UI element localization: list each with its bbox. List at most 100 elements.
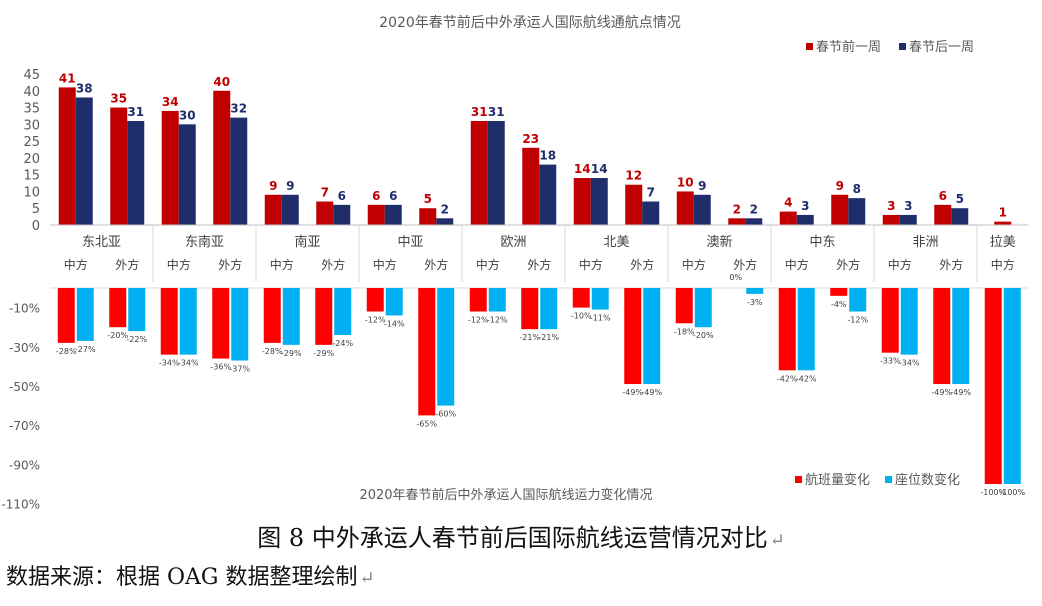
data-label: 9	[836, 179, 844, 193]
carrier-label: 中方	[991, 257, 1015, 272]
region-label: 东南亚	[185, 234, 224, 250]
source-text: 数据来源：根据 OAG 数据整理绘制	[6, 565, 358, 590]
bottom-chart: -10% -30% -50% -70% -90% -110% -28% -20% -34% -36…	[1, 273, 1029, 512]
data-label: -100%	[999, 488, 1025, 497]
region-label: 非洲	[912, 235, 938, 250]
data-label: 3	[801, 199, 809, 213]
bar	[590, 178, 608, 225]
chart-title: 2020年春节前后中外承运人国际航线运力变化情况	[359, 487, 652, 503]
bar	[231, 288, 249, 361]
legend-label: 航班量变化	[805, 472, 870, 488]
y-tick-label: 30	[23, 118, 40, 133]
data-label: -28%	[262, 347, 283, 356]
data-label: 1	[999, 206, 1007, 220]
carrier-label: 外方	[424, 257, 448, 272]
data-label: -12%	[487, 316, 508, 325]
bar	[694, 288, 712, 328]
bar	[282, 288, 300, 345]
y-tick-label: 15	[23, 169, 40, 184]
region-label: 北美	[603, 235, 629, 250]
bar	[933, 288, 951, 385]
legend-label: 春节前一周	[816, 39, 881, 55]
bar	[179, 288, 197, 355]
bar	[900, 288, 918, 355]
bar	[333, 204, 351, 225]
data-label: 6	[372, 189, 380, 203]
figure-caption: 图 8 中外承运人春节前后国际航线运营情况对比 ↵	[0, 518, 1042, 553]
carrier-label: 外方	[115, 257, 139, 272]
bar	[693, 194, 711, 225]
bar	[831, 194, 849, 225]
carrier-label: 中方	[167, 257, 191, 272]
caption-text: 图 8 中外承运人春节前后国际航线运营情况对比	[257, 524, 768, 552]
data-label: 5	[424, 192, 432, 206]
bar	[470, 120, 488, 225]
bar	[110, 107, 128, 225]
y-tick-label: -30%	[9, 341, 40, 355]
data-label: -49%	[641, 388, 662, 397]
data-label: 7	[647, 186, 655, 200]
region-label: 东北亚	[82, 235, 121, 250]
bar	[934, 204, 952, 225]
bar	[624, 288, 642, 385]
carrier-label: 中方	[270, 257, 294, 272]
data-label: -36%	[210, 363, 231, 372]
data-label: 4	[784, 196, 792, 210]
bar	[367, 204, 385, 225]
region-label: 拉美	[990, 235, 1016, 250]
carrier-label: 外方	[527, 257, 551, 272]
bar	[76, 288, 94, 341]
data-label: 2	[750, 202, 758, 216]
bar	[572, 288, 590, 308]
bar	[796, 214, 814, 225]
data-label: -12%	[365, 316, 386, 325]
bar	[315, 288, 333, 345]
data-label: 5	[956, 192, 964, 206]
data-label: -34%	[178, 359, 199, 368]
bar	[797, 288, 815, 371]
data-label: 34	[162, 95, 179, 109]
data-label: 0%	[729, 273, 742, 282]
carrier-label: 中方	[476, 257, 500, 272]
y-tick-label: 20	[23, 152, 40, 167]
data-label: 9	[698, 179, 706, 193]
bar	[625, 184, 643, 225]
data-label: -34%	[159, 359, 180, 368]
bar	[316, 201, 334, 225]
data-label: 32	[230, 102, 247, 116]
carrier-label: 中方	[64, 257, 88, 272]
data-label: 18	[539, 149, 556, 163]
bar	[128, 288, 146, 332]
chart-title: 2020年春节前后中外承运人国际航线通航点情况	[379, 14, 681, 31]
bar	[984, 288, 1002, 484]
data-label: -42%	[796, 374, 817, 383]
carrier-label: 中方	[579, 257, 603, 272]
data-label: 12	[625, 169, 642, 183]
data-label: -22%	[126, 335, 147, 344]
top-chart: 2020年春节前后中外承运人国际航线通航点情况05101520253035404…	[23, 14, 1029, 234]
data-label: 7	[321, 186, 329, 200]
y-tick-label: 5	[32, 202, 40, 217]
region-label: 中亚	[397, 235, 423, 250]
data-label: -42%	[777, 374, 798, 383]
data-label: -29%	[281, 349, 302, 358]
data-label: 40	[213, 75, 230, 89]
bar	[178, 124, 196, 225]
data-label: 14	[591, 162, 608, 176]
carrier-label: 外方	[939, 257, 963, 272]
data-label: -10%	[571, 312, 592, 321]
bar	[994, 221, 1012, 225]
bar	[437, 288, 455, 406]
y-tick-label: 10	[23, 185, 40, 200]
data-label: -21%	[538, 333, 559, 342]
line-end-mark: ↵	[769, 530, 785, 551]
data-label: -4%	[831, 300, 847, 309]
y-tick-label: -110%	[1, 498, 40, 512]
bar	[281, 194, 299, 225]
bar	[642, 201, 660, 225]
y-tick-label: 25	[23, 135, 40, 150]
data-label: -49%	[931, 388, 952, 397]
data-label: 30	[179, 108, 196, 122]
bar	[212, 288, 230, 359]
region-label: 中东	[809, 235, 835, 250]
